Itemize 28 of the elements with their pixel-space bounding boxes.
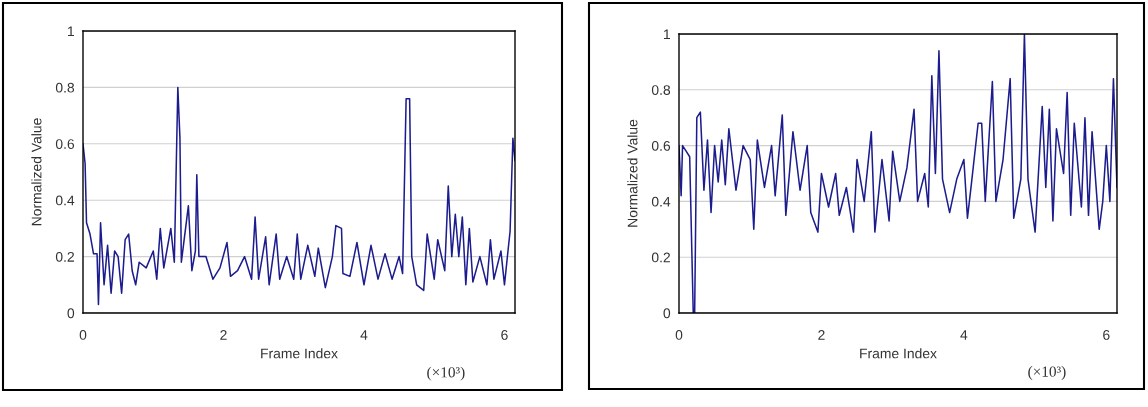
x-tick-label: 2 [220,330,227,340]
y-tick-label: 0.6 [651,140,671,151]
text: (×10³) [1028,366,1066,380]
y-tick-label: 1 [664,29,670,40]
y-tick-label: 0.4 [651,196,671,207]
x-axis-title: Frame Index [860,348,937,359]
y-tick-label: 0.8 [651,85,671,95]
x-tick-label: 0 [79,330,87,340]
text: (×10³) [427,366,465,381]
y-tick-label: 0.2 [651,252,670,263]
x-axis-title: Frame Index [261,348,338,359]
y-tick-label: 0.6 [55,139,75,149]
x-tick-label: 6 [501,330,508,340]
x-tick-label: 0 [675,330,683,340]
y-axis-title: Normalized Value [627,119,638,227]
y-tick-label: 0 [663,308,671,319]
y-tick-label: 0 [67,308,75,319]
y-tick-label: 0.2 [55,251,74,262]
y-tick-label: 0.4 [55,195,75,206]
x-tick-label: 2 [818,330,825,340]
y-axis-title: Normalized Value [31,118,42,226]
x-tick-label: 4 [960,330,968,340]
y-tick-label: 0.8 [55,82,75,93]
x-tick-label: 6 [1103,330,1110,340]
line-series [679,34,1117,313]
line-series [83,86,515,306]
y-tick-label: 1 [68,26,74,37]
x-tick-label: 4 [360,330,368,340]
